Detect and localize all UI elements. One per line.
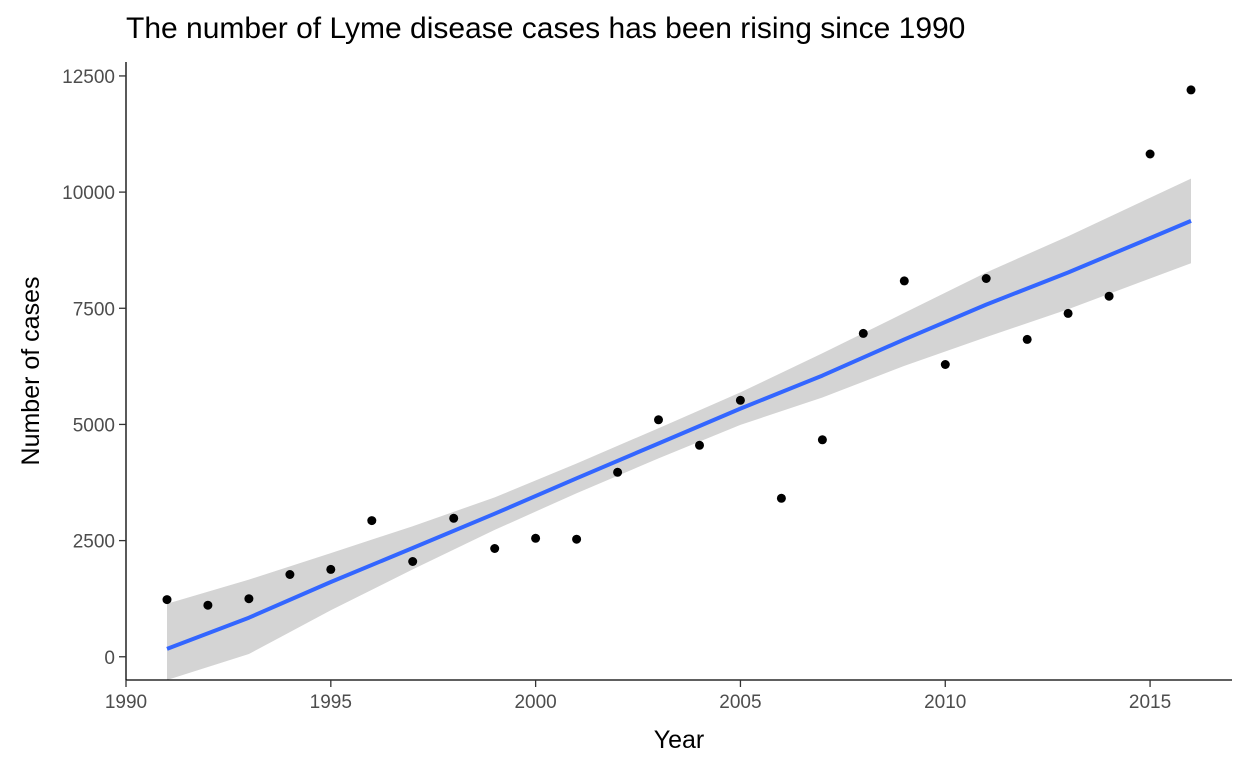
- data-point-2014: [1104, 291, 1114, 301]
- data-point-2012: [1022, 334, 1032, 344]
- data-points: [162, 85, 1196, 610]
- data-point-2002: [613, 467, 623, 477]
- y-tick-label: 10000: [62, 183, 115, 204]
- data-point-2008: [858, 328, 868, 338]
- x-tick-label: 2005: [719, 692, 761, 713]
- x-axis-ticks: 1990 1995 2000 2005 2010 2015: [105, 680, 1171, 713]
- y-tick-label: 2500: [73, 532, 115, 553]
- data-point-2013: [1063, 308, 1073, 318]
- data-point-2009: [899, 276, 909, 286]
- data-point-2007: [817, 435, 827, 445]
- data-point-1995: [326, 564, 336, 574]
- data-point-1992: [203, 600, 213, 610]
- data-point-1994: [285, 570, 295, 579]
- data-point-2016: [1186, 85, 1196, 95]
- x-tick-label: 2000: [514, 692, 556, 713]
- data-point-2011: [981, 274, 991, 283]
- y-tick-label: 12500: [62, 67, 115, 88]
- confidence-band: [167, 178, 1191, 680]
- y-axis-title: Number of cases: [17, 277, 45, 466]
- trend-line: [166, 219, 1192, 651]
- y-tick-label: 7500: [73, 299, 115, 320]
- data-point-1996: [367, 516, 377, 526]
- data-point-2003: [654, 415, 663, 425]
- y-tick-label: 0: [104, 648, 115, 669]
- data-point-1999: [490, 544, 500, 553]
- x-tick-label: 1990: [105, 692, 147, 713]
- data-point-1997: [408, 557, 418, 566]
- data-point-2004: [695, 440, 704, 450]
- data-point-2006: [776, 493, 786, 503]
- data-point-2000: [531, 533, 541, 543]
- y-axis-ticks: 0 2500 5000 7500 10000 12500: [62, 67, 126, 669]
- data-point-1991: [162, 595, 172, 605]
- x-tick-label: 2010: [924, 692, 966, 713]
- data-point-1993: [244, 594, 254, 604]
- data-point-1998: [449, 513, 459, 523]
- data-point-2015: [1145, 149, 1155, 159]
- x-tick-label: 2015: [1129, 692, 1171, 713]
- data-point-2001: [572, 534, 582, 544]
- x-axis-title: Year: [654, 726, 705, 754]
- x-tick-label: 1995: [310, 692, 352, 713]
- data-point-2010: [940, 360, 950, 369]
- y-tick-label: 5000: [73, 415, 115, 436]
- data-point-2005: [735, 395, 745, 405]
- chart-title: The number of Lyme disease cases has bee…: [126, 12, 966, 45]
